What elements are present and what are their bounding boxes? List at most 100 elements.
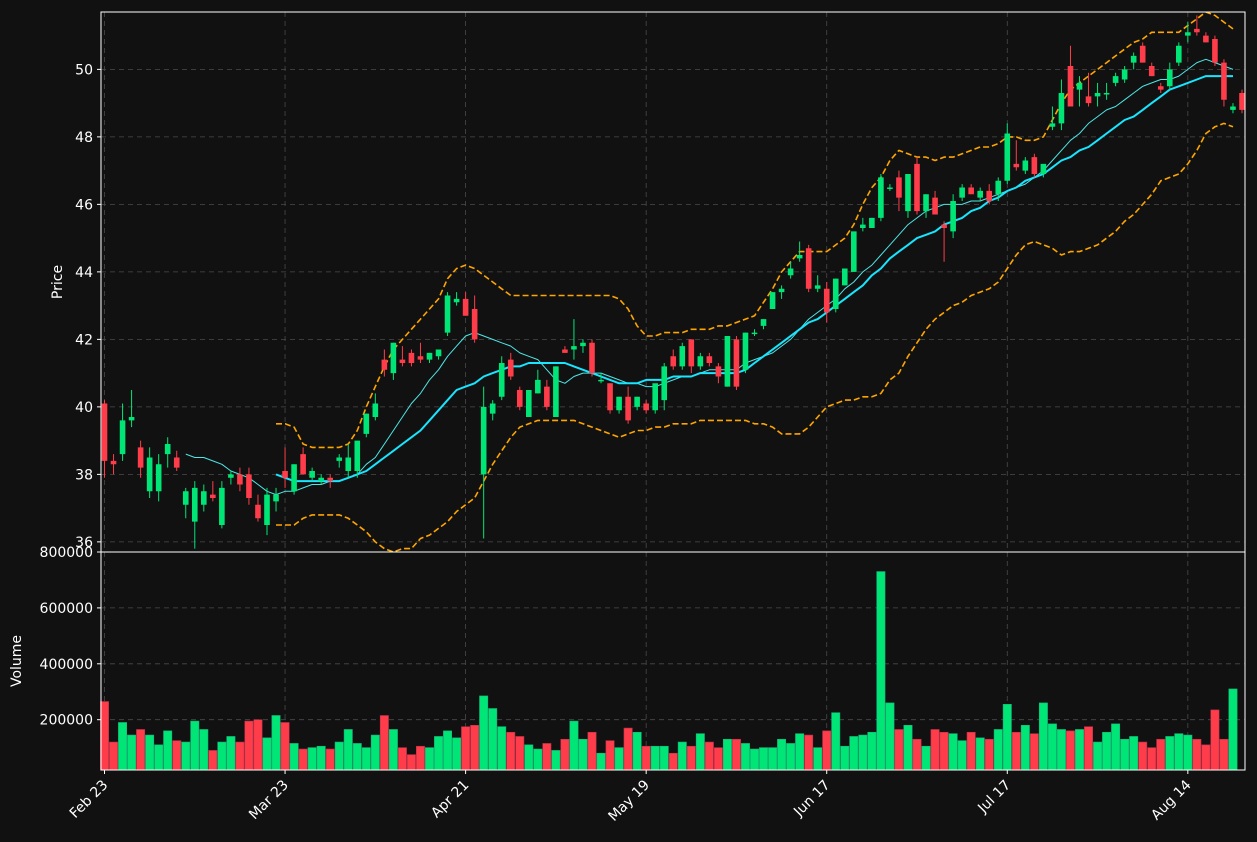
volume-bar: [605, 740, 615, 771]
candle-body: [544, 386, 550, 407]
candle-body: [146, 457, 153, 492]
candle-body: [679, 346, 686, 367]
volume-bar: [352, 743, 362, 771]
candle-body: [1212, 39, 1218, 63]
candle-body: [1203, 35, 1209, 43]
volume-bar: [777, 738, 787, 771]
candle-body: [1058, 93, 1065, 124]
volume-bar: [118, 722, 128, 771]
candle-body: [363, 413, 370, 434]
volume-bar: [145, 734, 155, 771]
candle-body: [237, 474, 243, 485]
candle-body: [1004, 133, 1011, 181]
candle-body: [706, 356, 713, 363]
volume-bar: [452, 737, 462, 771]
volume-bar: [1201, 744, 1211, 771]
volume-bar: [1174, 733, 1184, 771]
volume-bar: [668, 752, 678, 771]
candle-body: [688, 339, 695, 367]
candle-body: [1239, 93, 1245, 110]
candle-body: [670, 356, 677, 367]
candle-body: [769, 292, 776, 309]
candle-body: [914, 163, 920, 212]
volume-bar: [569, 720, 579, 771]
candle-body: [462, 298, 469, 316]
volume-bar: [704, 741, 714, 771]
volume-bar: [334, 741, 344, 771]
candle-body: [1031, 157, 1038, 174]
volume-bar: [416, 745, 425, 771]
ma-short-line: [185, 58, 1234, 496]
candle-body: [571, 346, 577, 350]
volume-bar: [235, 741, 245, 771]
candle-body: [435, 349, 442, 357]
candle-body: [1130, 55, 1137, 63]
volume-bar: [1219, 738, 1229, 771]
volume-bar: [903, 724, 913, 771]
volume-bar: [397, 747, 407, 771]
bollinger-lower-line: [276, 122, 1234, 552]
volume-bar: [614, 747, 624, 771]
volume-bar: [768, 747, 778, 771]
candle-body: [1067, 66, 1074, 107]
candle-body: [345, 457, 352, 471]
candle-body: [733, 339, 740, 387]
candle-body: [977, 190, 983, 198]
candle-body: [372, 403, 379, 417]
candle-body: [336, 457, 343, 461]
volume-bar: [632, 731, 642, 771]
candle-body: [778, 288, 785, 293]
candle-body: [480, 406, 487, 475]
volume-bar: [434, 736, 443, 771]
candle-body: [408, 352, 415, 363]
candle-body: [851, 231, 857, 272]
candle-body: [228, 474, 234, 478]
candle-body: [219, 487, 225, 525]
candle-body: [814, 285, 821, 289]
volume-bar: [596, 752, 606, 771]
volume-bar: [731, 738, 741, 771]
volume-bar: [388, 729, 398, 771]
volume-bar: [1183, 734, 1193, 771]
volume-bar: [984, 738, 994, 771]
volume-bar: [867, 731, 877, 771]
volume-bar: [795, 733, 805, 771]
volume-bar: [425, 747, 434, 771]
candle-body: [995, 180, 1002, 195]
price-tick-label: 42: [75, 332, 93, 348]
candle-body: [625, 396, 631, 421]
volume-bar: [1228, 688, 1238, 771]
candle-body: [869, 217, 875, 228]
candle-body: [1194, 28, 1200, 33]
bollinger-bands: [276, 12, 1234, 552]
candle-body: [417, 356, 424, 360]
volume-bar: [1165, 736, 1175, 771]
candle-body: [273, 494, 279, 502]
candle-body: [1076, 82, 1083, 90]
volume-bar: [885, 702, 895, 771]
candle-body: [128, 417, 135, 421]
volume-bar: [542, 743, 552, 771]
candles: [101, 15, 1245, 549]
volume-bar: [226, 736, 236, 771]
volume-bar: [343, 729, 353, 771]
volume-bar: [506, 731, 516, 771]
candle-body: [201, 491, 207, 505]
volume-bar: [190, 720, 200, 771]
volume-tick-label: 400000: [40, 657, 93, 673]
candle-body: [354, 440, 361, 471]
volume-bar: [858, 734, 868, 771]
volume-bar: [894, 729, 904, 771]
candle-body: [516, 390, 523, 407]
candle-body: [155, 464, 162, 492]
volume-bar: [741, 743, 750, 771]
candle-body: [110, 460, 117, 465]
volume-bar: [930, 729, 940, 771]
volume-bar: [1047, 723, 1057, 771]
volume-bar: [154, 744, 164, 771]
candle-body: [823, 288, 830, 313]
volume-bar: [560, 738, 570, 771]
volume-bar: [623, 727, 633, 771]
candle-body: [652, 383, 658, 411]
